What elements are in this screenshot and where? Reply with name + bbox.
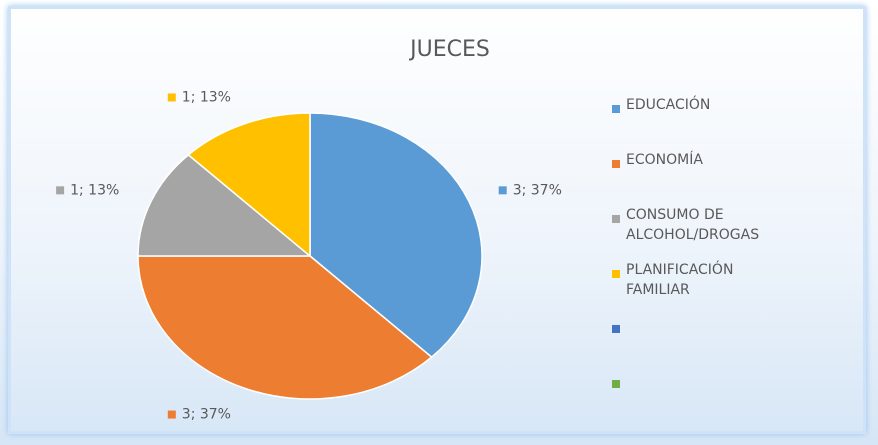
legend-item: ECONOMÍA	[612, 152, 872, 170]
legend-item: PLANIFICACIÓN FAMILIAR	[612, 262, 872, 300]
legend-item: CONSUMO DE ALCOHOL/DROGAS	[612, 207, 872, 245]
legend-swatch	[612, 160, 620, 168]
pie-slice	[137, 255, 433, 400]
legend-swatch	[612, 325, 620, 333]
data-label-swatch	[56, 186, 65, 195]
pie-slice	[187, 112, 311, 258]
legend-item	[612, 321, 872, 333]
legend-label: CONSUMO DE ALCOHOL/DROGAS	[626, 207, 760, 243]
data-label: 1; 13%	[70, 182, 119, 198]
data-label: 1; 13%	[182, 89, 231, 105]
legend-item	[612, 376, 872, 388]
data-label-swatch	[167, 93, 176, 102]
legend-swatch	[612, 270, 620, 278]
data-label-swatch	[498, 186, 507, 195]
pie-slice	[137, 153, 313, 257]
legend-label: EDUCACIÓN	[626, 97, 711, 113]
pie-slice	[309, 112, 483, 359]
chart-title: JUECES	[408, 37, 490, 62]
data-label: 3; 37%	[513, 182, 562, 198]
data-label-swatch	[167, 410, 176, 419]
legend-swatch	[612, 105, 620, 113]
legend-label: ECONOMÍA	[626, 152, 703, 168]
legend-label: PLANIFICACIÓN FAMILIAR	[626, 262, 734, 298]
chart-frame	[8, 6, 866, 434]
legend-swatch	[612, 380, 620, 388]
legend-item: EDUCACIÓN	[612, 97, 872, 115]
legend-swatch	[612, 215, 620, 223]
data-label: 3; 37%	[182, 407, 231, 423]
